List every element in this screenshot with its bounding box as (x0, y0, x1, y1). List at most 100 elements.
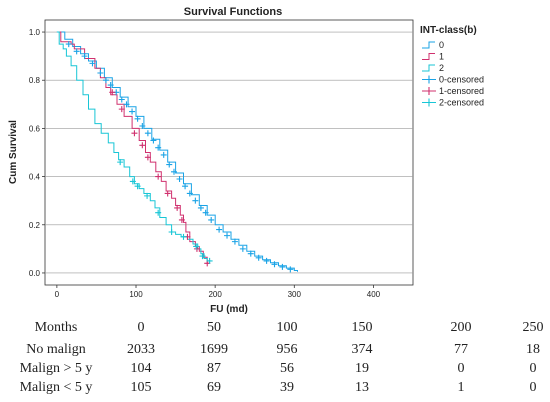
x-tick-label: 200 (208, 290, 222, 299)
survival-curve-1 (56, 31, 209, 264)
risk-table-row-label: Malign < 5 y (19, 380, 93, 395)
y-tick-label: 0.6 (29, 124, 41, 133)
censored-marker-2 (199, 253, 206, 260)
censored-marker-0 (216, 226, 223, 233)
censored-marker-0 (197, 204, 204, 211)
censored-marker-0 (123, 101, 130, 108)
censored-marker-0 (129, 108, 136, 115)
censored-marker-2 (155, 209, 162, 216)
censored-marker-2 (117, 159, 124, 166)
censored-marker-0 (155, 144, 162, 151)
risk-table-row-label: No malign (26, 342, 86, 357)
risk-table-cell: 87 (207, 361, 221, 376)
censored-marker-1 (155, 173, 162, 180)
censored-markers (65, 41, 294, 273)
censored-marker-1 (131, 130, 138, 137)
censored-marker-2 (193, 243, 200, 250)
y-axis-ticks: 0.0 0.2 0.4 0.6 0.8 1.0 (29, 28, 45, 278)
risk-table-cell: 104 (130, 361, 152, 376)
legend-label-1-censored: 1-censored (439, 86, 484, 96)
censored-marker-0 (263, 257, 270, 264)
legend-swatch-0 (422, 41, 435, 49)
risk-table-cell: 39 (280, 380, 294, 395)
censored-marker-0 (170, 168, 177, 175)
censored-marker-0 (279, 263, 286, 270)
censored-marker-1 (178, 216, 185, 223)
legend-label-0-censored: 0-censored (439, 75, 484, 85)
y-tick-label: 0.2 (29, 221, 41, 230)
censored-marker-0 (144, 130, 151, 137)
censored-marker-0 (224, 232, 231, 239)
risk-table-cell: 0 (529, 361, 537, 376)
risk-table-cell: 105 (130, 380, 152, 395)
survival-chart: Survival Functions 0.0 0.2 0.4 0.6 0.8 1.0 0 1… (8, 6, 484, 315)
censored-marker-2 (180, 233, 187, 240)
censored-marker-0 (182, 183, 189, 190)
censored-marker-0 (65, 41, 72, 48)
censored-marker-1 (118, 106, 125, 113)
censored-marker-1 (139, 142, 146, 149)
x-axis-label: FU (md) (210, 304, 248, 315)
censored-marker-0 (202, 209, 209, 216)
risk-table-month-100: 100 (276, 320, 298, 335)
censored-marker-0 (118, 96, 125, 103)
censored-marker-0 (192, 197, 199, 204)
censored-marker-0 (239, 245, 246, 252)
risk-table-cell: 2033 (127, 342, 155, 357)
x-tick-label: 100 (129, 290, 143, 299)
legend-swatch-2 (422, 64, 435, 72)
censored-marker-0 (208, 216, 215, 223)
risk-table-cell: 69 (207, 380, 221, 395)
censored-marker-1 (144, 154, 151, 161)
risk-table-cell: 77 (454, 342, 468, 357)
legend-label-2-censored: 2-censored (439, 98, 484, 108)
censored-marker-2 (206, 257, 213, 264)
x-axis-ticks: 0 100 200 300 400 (55, 285, 381, 299)
censored-marker-0 (81, 53, 88, 60)
censored-marker-1 (164, 190, 171, 197)
risk-table-cell: 56 (280, 361, 294, 376)
censored-marker-2 (168, 229, 175, 235)
censored-marker-0 (139, 123, 146, 129)
risk-table-row: Malign < 5 y 105 69 39 13 1 0 (0, 380, 550, 399)
risk-table-month-250: 250 (522, 320, 544, 335)
censored-marker-0 (134, 115, 141, 122)
censored-marker-0 (271, 261, 278, 268)
risk-table-cell: 374 (351, 342, 373, 357)
survival-curves (56, 31, 298, 272)
censored-marker-0 (150, 137, 157, 144)
risk-table-header-row: Months 0 50 100 150 200 250 (0, 320, 550, 342)
risk-table-cell: 13 (355, 380, 369, 395)
chart-title: Survival Functions (184, 6, 282, 18)
risk-table-month-0: 0 (137, 320, 145, 335)
survival-curve-0 (56, 31, 298, 272)
censored-marker-0 (186, 190, 193, 197)
censored-marker-0 (97, 70, 104, 76)
risk-table-month-200: 200 (450, 320, 472, 335)
legend-label-1: 1 (439, 52, 444, 62)
censored-marker-1 (174, 204, 181, 211)
y-tick-label: 0.0 (29, 269, 41, 278)
risk-table-row-label: Malign > 5 y (19, 361, 93, 376)
y-axis-label: Cum Survival (8, 120, 19, 184)
censored-marker-0 (166, 161, 173, 168)
censored-marker-0 (73, 48, 80, 55)
x-tick-label: 400 (367, 290, 381, 299)
risk-table-row: No malign 2033 1699 956 374 77 18 (0, 342, 550, 361)
plot-area-frame (44, 19, 414, 286)
y-tick-label: 1.0 (29, 28, 41, 37)
risk-table-month-50: 50 (207, 320, 221, 335)
censored-marker-0 (255, 254, 262, 261)
legend-swatch-2-censored (422, 98, 436, 107)
y-tick-label: 0.4 (29, 173, 41, 182)
risk-table-cell: 1 (457, 380, 465, 395)
legend-swatch-0-censored (422, 75, 436, 84)
risk-table-row: Malign > 5 y 104 87 56 19 0 0 (0, 361, 550, 380)
risk-table-month-150: 150 (351, 320, 373, 335)
censored-marker-2 (134, 183, 141, 190)
risk-table-header-label: Months (34, 320, 78, 335)
legend-swatch-1-censored (422, 87, 436, 95)
risk-table-cell: 19 (355, 361, 369, 376)
risk-table-cell: 0 (457, 361, 465, 376)
